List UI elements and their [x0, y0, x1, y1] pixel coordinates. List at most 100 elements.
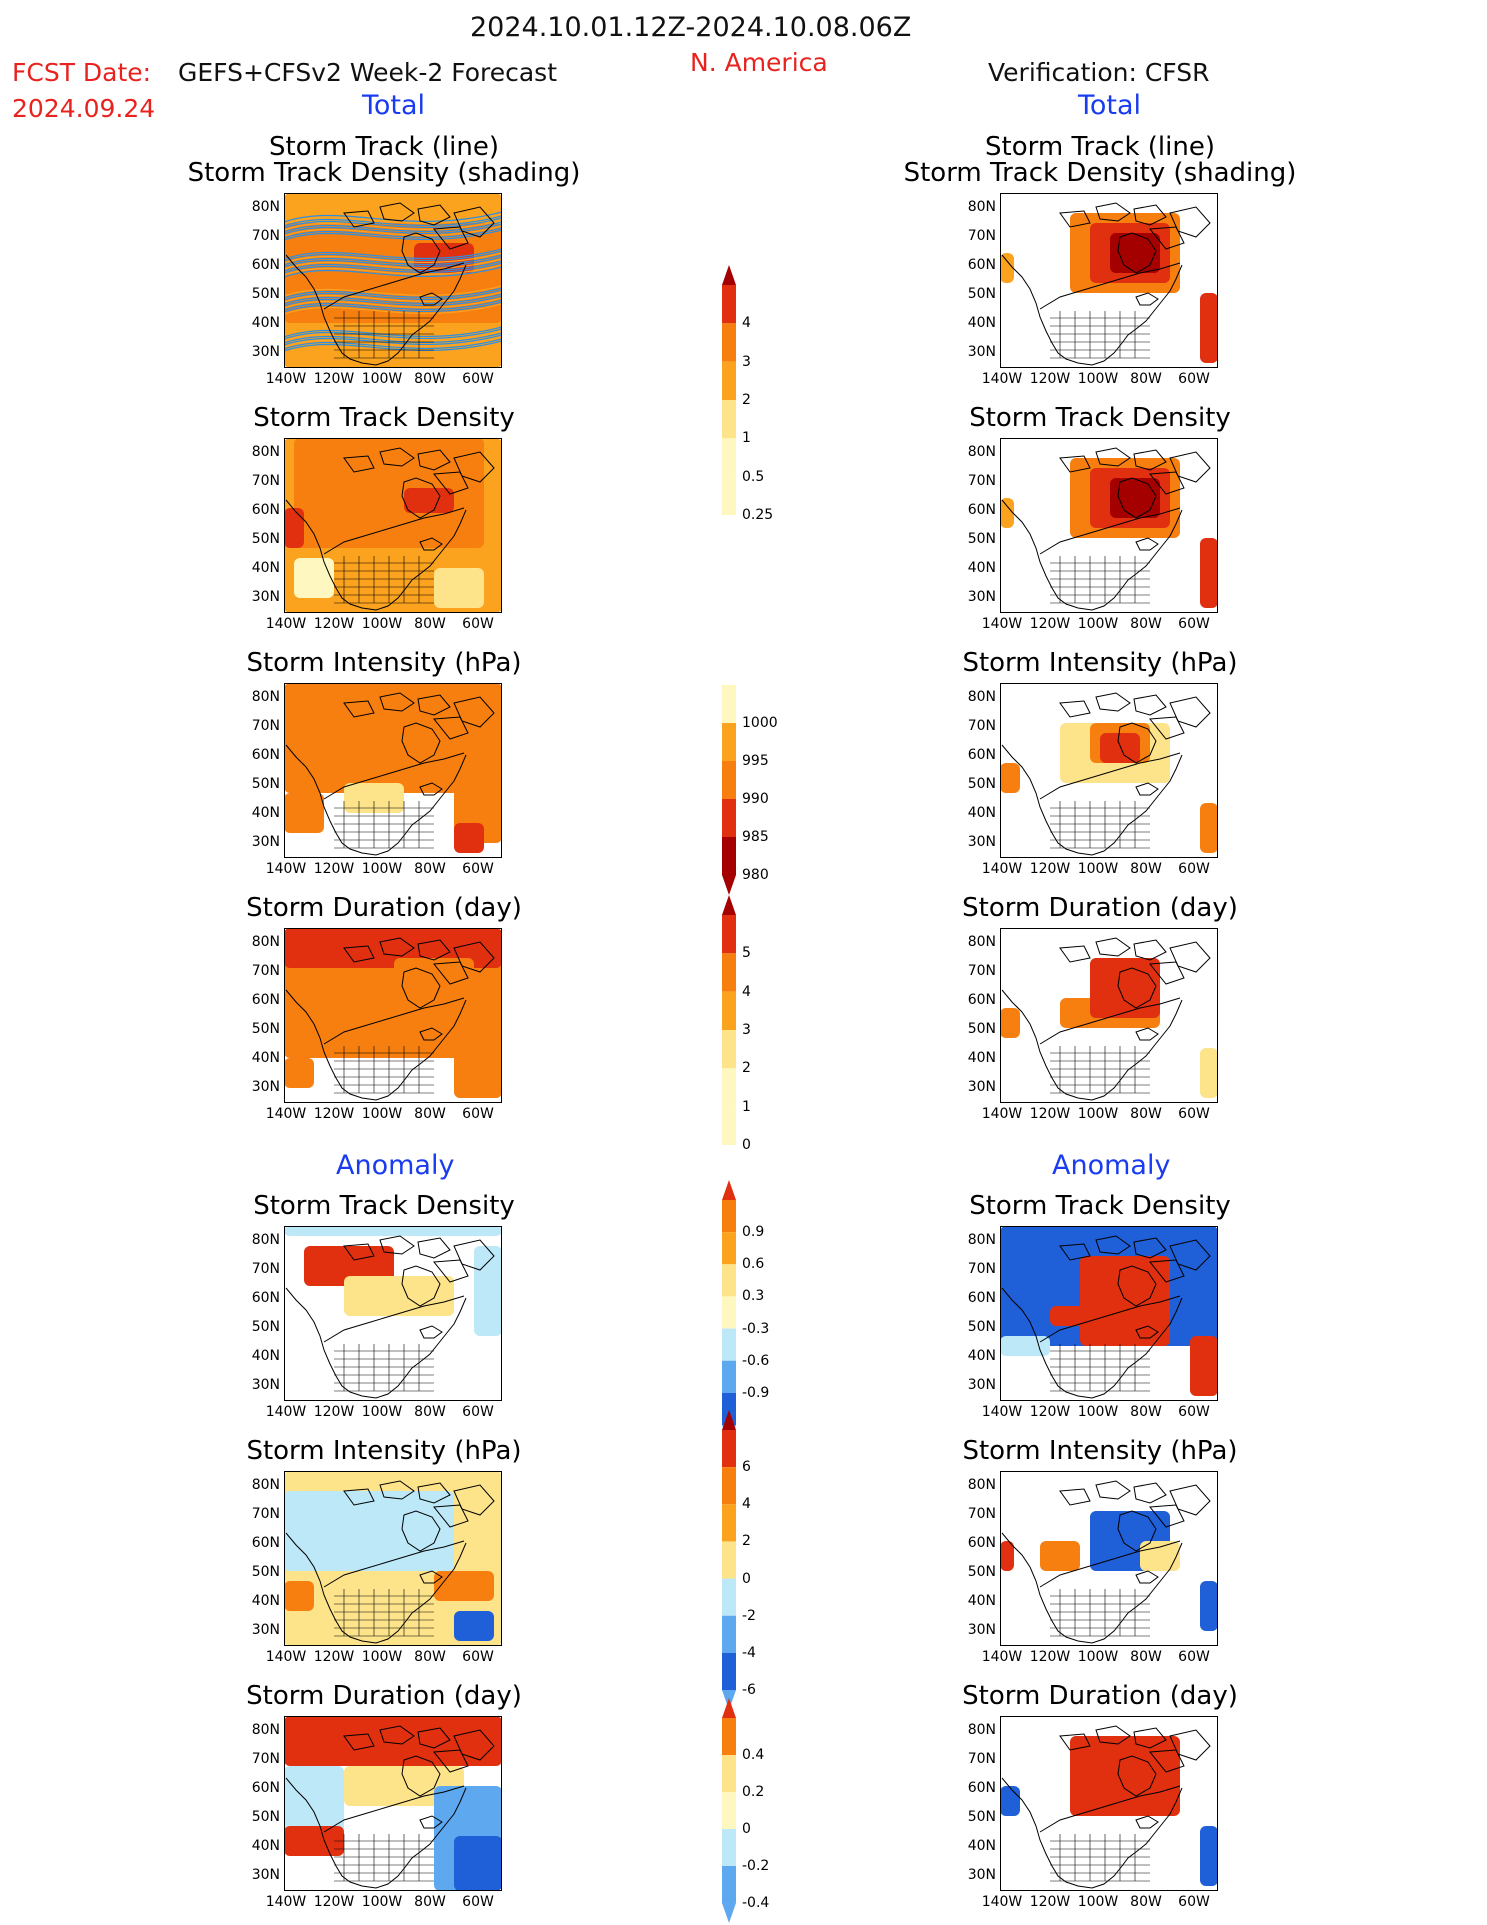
density-anom-colorbar-label: 0.9 — [742, 1224, 765, 1241]
duration-colorbar-label: 3 — [742, 1022, 751, 1038]
left-lon-label: 100W — [361, 616, 403, 632]
right-lon-label: 80W — [1130, 1649, 1162, 1665]
right-lon-label: 100W — [1077, 861, 1119, 877]
left-p6-title: Storm Intensity (hPa) — [246, 1436, 522, 1466]
left-lat-label: 50N — [251, 286, 280, 302]
left-lat-label: 50N — [251, 1319, 280, 1335]
left-lon-label: 120W — [313, 1649, 355, 1665]
left-lon-label: 80W — [414, 1404, 446, 1420]
left-map-L5 — [284, 1226, 502, 1401]
right-lon-label: 140W — [981, 1106, 1023, 1122]
right-lon-label: 100W — [1077, 1404, 1119, 1420]
section-anomaly-right: Anomaly — [1052, 1150, 1171, 1181]
right-p3-title: Storm Intensity (hPa) — [962, 648, 1238, 678]
left-p1-title-line2: Storm Track Density (shading) — [187, 158, 581, 188]
right-lat-label: 80N — [967, 1232, 996, 1248]
right-lon-label: 100W — [1077, 371, 1119, 387]
left-lat-label: 80N — [251, 1232, 280, 1248]
left-lon-label: 140W — [265, 861, 307, 877]
left-lat-label: 30N — [251, 1622, 280, 1638]
right-lon-label: 120W — [1029, 616, 1071, 632]
duration-anom-colorbar-label: -0.2 — [742, 1858, 770, 1874]
right-lat-label: 50N — [967, 1021, 996, 1037]
left-map-L4 — [284, 928, 502, 1103]
left-map-L1 — [284, 193, 502, 368]
right-lat-label: 30N — [967, 1377, 996, 1393]
duration-colorbar-label: 4 — [742, 983, 751, 1000]
left-lat-label: 60N — [251, 1780, 280, 1796]
left-lon-label: 80W — [414, 1106, 446, 1122]
intensity-anom-colorbar-label: -4 — [742, 1644, 756, 1661]
right-lon-label: 60W — [1178, 371, 1210, 387]
right-lat-label: 40N — [967, 1050, 996, 1066]
density-colorbar-label: 0.5 — [742, 468, 765, 485]
right-p7-title: Storm Duration (day) — [962, 1681, 1238, 1711]
duration-anom-colorbar-label: 0 — [742, 1821, 751, 1837]
left-lon-label: 100W — [361, 1894, 403, 1910]
left-map-L3 — [284, 683, 502, 858]
right-lon-label: 100W — [1077, 1106, 1119, 1122]
left-lon-label: 100W — [361, 371, 403, 387]
intensity-colorbar-label: 980 — [742, 867, 769, 883]
left-lat-label: 70N — [251, 1506, 280, 1522]
duration-anom-colorbar-label: -0.4 — [742, 1895, 770, 1911]
duration-colorbar-label: 1 — [742, 1098, 751, 1115]
right-lon-label: 140W — [981, 371, 1023, 387]
left-lat-label: 50N — [251, 1809, 280, 1825]
right-lat-label: 70N — [967, 718, 996, 734]
left-lat-label: 30N — [251, 1079, 280, 1095]
right-lat-label: 50N — [967, 286, 996, 302]
verification-label: Verification: CFSR — [988, 58, 1210, 87]
right-lat-label: 30N — [967, 1622, 996, 1638]
left-map-L2 — [284, 438, 502, 613]
left-lon-label: 120W — [313, 1894, 355, 1910]
right-lat-label: 40N — [967, 805, 996, 821]
right-lon-label: 140W — [981, 861, 1023, 877]
right-lon-label: 60W — [1178, 1404, 1210, 1420]
left-lat-label: 40N — [251, 1838, 280, 1854]
left-lon-label: 100W — [361, 1106, 403, 1122]
intensity-anom-colorbar-label: -2 — [742, 1607, 756, 1624]
right-lon-label: 80W — [1130, 1894, 1162, 1910]
left-lon-label: 80W — [414, 371, 446, 387]
left-p3-title: Storm Intensity (hPa) — [246, 648, 522, 678]
intensity-colorbar-label: 990 — [742, 791, 769, 807]
left-lat-label: 50N — [251, 776, 280, 792]
right-map-R7 — [1000, 1716, 1218, 1891]
right-lat-label: 60N — [967, 502, 996, 518]
left-lon-label: 120W — [313, 371, 355, 387]
left-lon-label: 100W — [361, 1404, 403, 1420]
left-lat-label: 30N — [251, 1867, 280, 1883]
right-p1-title-line2: Storm Track Density (shading) — [903, 158, 1297, 188]
right-lat-label: 60N — [967, 992, 996, 1008]
intensity-anom-colorbar-label: 4 — [742, 1496, 751, 1513]
left-lon-label: 60W — [462, 1106, 494, 1122]
intensity-colorbar-label: 995 — [742, 753, 769, 769]
right-lat-label: 50N — [967, 776, 996, 792]
right-lon-label: 140W — [981, 1404, 1023, 1420]
left-lon-label: 140W — [265, 1649, 307, 1665]
left-lon-label: 100W — [361, 861, 403, 877]
right-lon-label: 140W — [981, 1894, 1023, 1910]
right-lon-label: 120W — [1029, 861, 1071, 877]
left-lat-label: 60N — [251, 257, 280, 273]
density-colorbar-label: 4 — [742, 315, 751, 332]
left-lon-label: 80W — [414, 1894, 446, 1910]
left-lon-label: 140W — [265, 1404, 307, 1420]
left-lat-label: 50N — [251, 531, 280, 547]
density-anom-colorbar-label: 0.3 — [742, 1288, 765, 1305]
right-map-R2 — [1000, 438, 1218, 613]
duration-anom-colorbar-label: 0.2 — [742, 1784, 765, 1800]
right-lat-label: 40N — [967, 560, 996, 576]
left-lat-label: 60N — [251, 502, 280, 518]
left-lon-label: 60W — [462, 616, 494, 632]
right-lat-label: 70N — [967, 1751, 996, 1767]
left-lat-label: 70N — [251, 228, 280, 244]
left-lon-label: 140W — [265, 1106, 307, 1122]
density-anom-colorbar — [722, 1180, 736, 1445]
right-p2-title: Storm Track Density — [969, 403, 1231, 433]
right-lon-label: 140W — [981, 1649, 1023, 1665]
right-map-R6 — [1000, 1471, 1218, 1646]
right-lon-label: 100W — [1077, 616, 1119, 632]
right-lon-label: 60W — [1178, 1649, 1210, 1665]
